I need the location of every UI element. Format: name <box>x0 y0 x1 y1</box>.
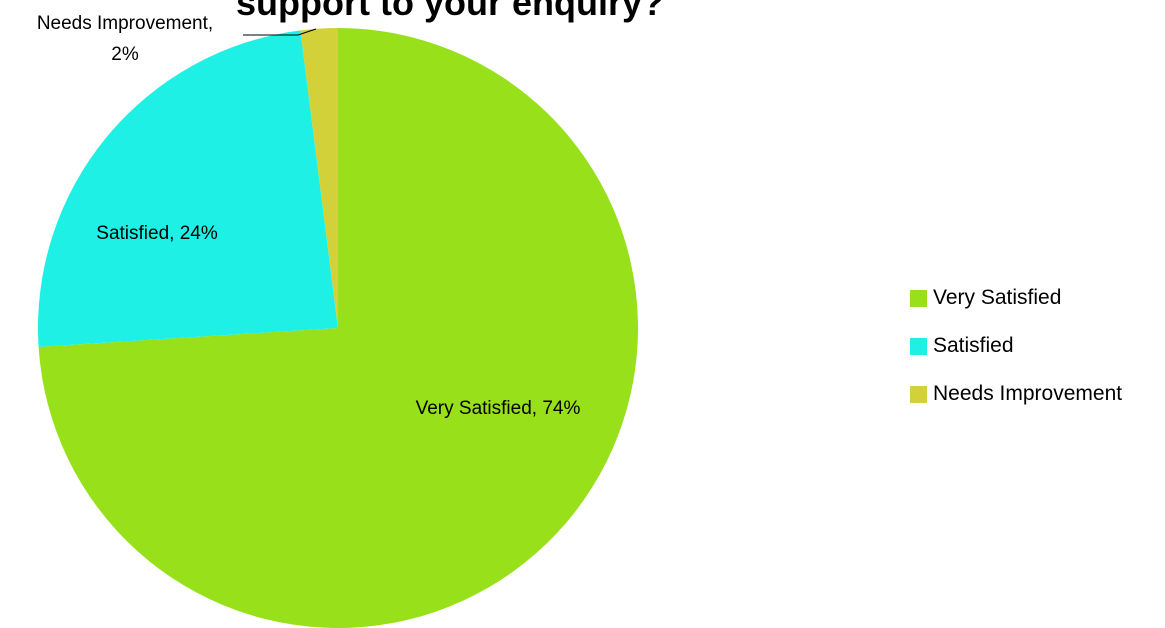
legend-label-satisfied: Satisfied <box>933 334 1014 357</box>
pie-slice-very-satisfied <box>38 28 638 628</box>
legend-swatch-satisfied <box>910 337 927 355</box>
legend-swatch-needs-improvement <box>910 385 927 403</box>
data-label-very-satisfied: Very Satisfied, 74% <box>416 398 581 419</box>
leader-line-needs-improvement <box>243 28 317 36</box>
data-label-satisfied: Satisfied, 24% <box>96 223 218 244</box>
data-label-needs-improvement: Needs Improvement, <box>37 13 213 34</box>
data-label-needs-improvement-value: 2% <box>111 44 139 65</box>
legend-item-very-satisfied: Very Satisfied <box>910 274 1160 322</box>
pie-data-labels: Very Satisfied, 74% Satisfied, 24% Needs I… <box>37 13 581 419</box>
legend-label-needs-improvement: Needs Improvement <box>933 382 1123 405</box>
pie-slices <box>37 28 638 628</box>
chart-legend: Very Satisfied Satisfied Needs Improveme… <box>910 274 1160 418</box>
legend-swatch-very-satisfied <box>910 289 927 307</box>
pie-slice-satisfied <box>37 30 338 347</box>
legend-label-very-satisfied: Very Satisfied <box>933 286 1062 309</box>
legend-item-satisfied: Satisfied <box>910 322 1160 370</box>
legend-item-needs-improvement: Needs Improvement <box>910 370 1160 418</box>
pie-slice-needs-improvement <box>300 28 338 328</box>
chart-title: support to your enquiry? <box>236 0 664 23</box>
